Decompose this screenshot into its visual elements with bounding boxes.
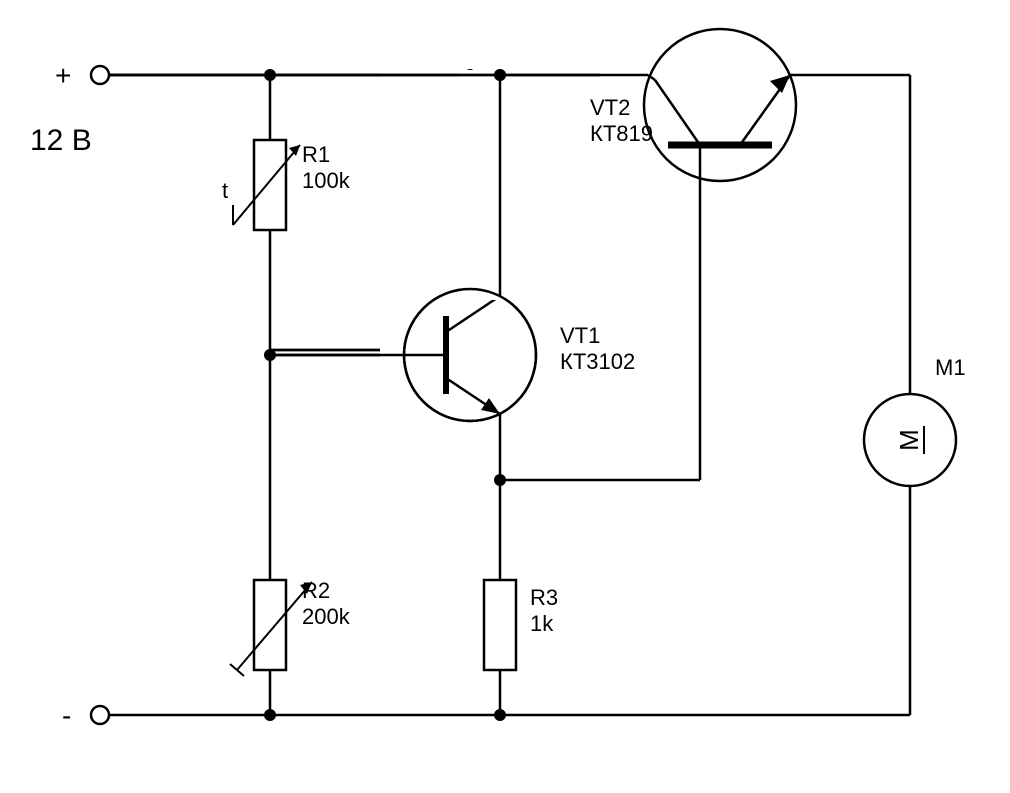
circuit-schematic: + - 12 В t R1 100k R2 200k <box>0 0 1010 793</box>
R3-name: R3 <box>530 585 558 610</box>
R3-value: 1k <box>530 611 554 636</box>
terminal-minus-ring <box>91 706 109 724</box>
terminal-plus-ring <box>91 66 109 84</box>
R1-name: R1 <box>302 142 330 167</box>
R2-body <box>254 580 286 670</box>
VT1-name: VT1 <box>560 323 600 348</box>
terminal-minus: - <box>62 700 71 731</box>
M1-name: M1 <box>935 355 966 380</box>
VT1-model: КТ3102 <box>560 349 635 374</box>
supply-voltage-label: 12 В <box>30 124 92 157</box>
R2-value: 200k <box>302 604 351 629</box>
svg-text:M: M <box>894 429 924 451</box>
terminal-plus: + <box>55 60 71 91</box>
R1-value: 100k <box>302 168 351 193</box>
R1-body <box>254 140 286 230</box>
R2-name: R2 <box>302 578 330 603</box>
node-top-col1 <box>264 69 276 81</box>
VT2-model: КТ819 <box>590 121 653 146</box>
R1-t-marker: t <box>222 178 228 203</box>
R3-body <box>484 580 516 670</box>
node-bottom-col1 <box>264 709 276 721</box>
node-bottom-col2 <box>494 709 506 721</box>
M1-symbol: M <box>894 426 924 454</box>
VT2-name: VT2 <box>590 95 630 120</box>
